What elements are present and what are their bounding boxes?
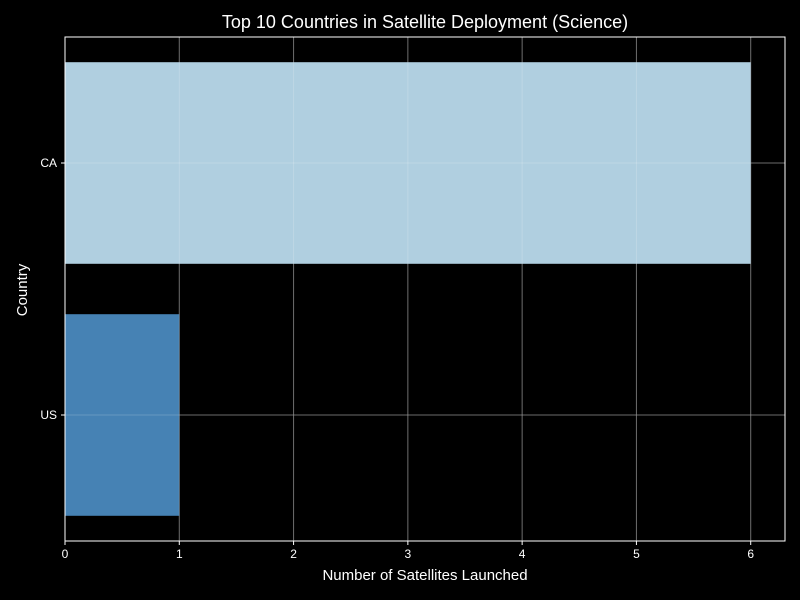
y-tick-label: US <box>40 408 57 422</box>
x-tick-label: 6 <box>747 547 754 561</box>
y-axis-label: Country <box>14 263 31 316</box>
x-tick-label: 2 <box>290 547 297 561</box>
bar-ca <box>65 62 751 264</box>
bar-us <box>65 314 180 516</box>
x-tick-label: 3 <box>405 547 412 561</box>
axis-layer: 0 1 2 3 4 5 6 US CA <box>40 36 786 561</box>
x-tick-label: 5 <box>633 547 640 561</box>
x-axis-label: Number of Satellites Launched <box>322 567 527 584</box>
x-tick-label: 0 <box>62 547 69 561</box>
chart-title: Top 10 Countries in Satellite Deployment… <box>222 12 628 32</box>
x-tick-label: 4 <box>519 547 526 561</box>
plot-frame <box>64 36 786 542</box>
y-tick-label: CA <box>40 156 57 170</box>
x-tick-label: 1 <box>176 547 183 561</box>
bar-layer <box>64 37 785 541</box>
